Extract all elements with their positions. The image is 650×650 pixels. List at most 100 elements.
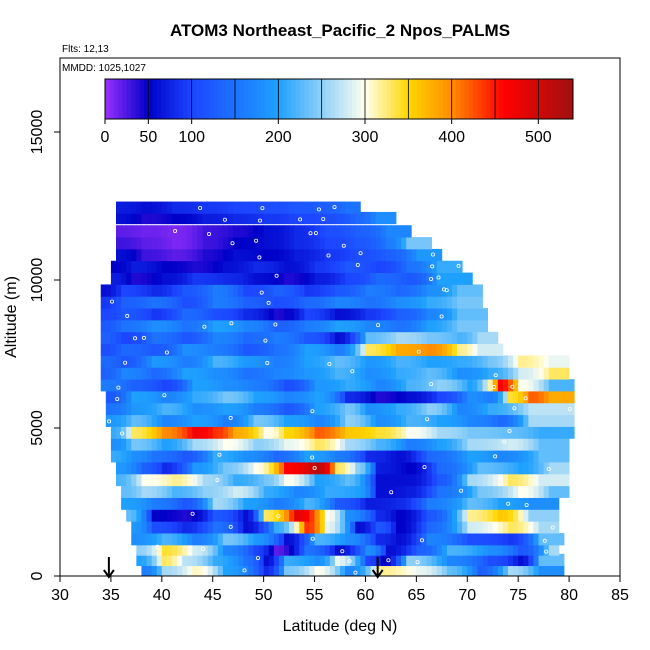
heat-cell — [228, 533, 234, 546]
heat-cell — [558, 438, 565, 451]
heat-cell — [217, 473, 224, 487]
heat-cell — [452, 296, 458, 309]
heat-cell — [334, 450, 341, 463]
heat-cell — [182, 462, 188, 475]
heat-cell — [472, 553, 478, 567]
heat-cell — [502, 426, 509, 439]
heat-cell — [390, 473, 397, 487]
heat-cell — [543, 450, 550, 463]
heat-cell — [299, 211, 305, 225]
heat-cell — [166, 402, 173, 416]
heat-cell — [502, 402, 509, 416]
heat-cell — [187, 521, 193, 534]
heat-cell — [222, 414, 229, 427]
heat-cell — [533, 355, 539, 368]
heat-cell — [472, 367, 478, 380]
heat-cell — [390, 237, 397, 250]
heat-cell — [273, 391, 280, 404]
heat-cell — [238, 225, 244, 238]
heat-cell — [217, 237, 224, 250]
heat-cell — [421, 272, 427, 285]
heat-cell — [238, 391, 244, 404]
heat-cell — [553, 485, 560, 498]
heat-cell — [523, 355, 529, 368]
sample-point — [386, 558, 391, 563]
heat-cell — [472, 402, 478, 416]
sample-point — [327, 361, 332, 366]
heat-cell — [538, 367, 545, 380]
heat-cell — [304, 237, 310, 250]
heat-cell — [278, 543, 285, 556]
heat-cell — [513, 553, 519, 567]
heat-cell — [370, 260, 377, 273]
heat-cell — [436, 296, 443, 309]
heat-cell — [248, 343, 254, 356]
heat-cell — [375, 296, 382, 309]
heat-cell — [441, 296, 448, 309]
heat-cell — [121, 296, 127, 309]
heat-cell — [243, 225, 249, 238]
heat-cell — [340, 308, 346, 321]
heat-cell — [513, 355, 519, 368]
heat-cell — [222, 553, 229, 567]
heat-cell — [146, 509, 153, 522]
heat-cell — [564, 450, 570, 463]
heat-cell — [360, 308, 366, 321]
heat-cell — [258, 521, 265, 534]
heat-cell — [533, 553, 539, 567]
heat-cell — [365, 391, 371, 404]
heat-cell — [472, 533, 478, 546]
heat-cell — [380, 521, 387, 534]
heat-cell — [151, 462, 158, 475]
heat-cell — [116, 450, 122, 463]
heat-cell — [441, 272, 448, 285]
heat-cell — [177, 308, 183, 321]
heat-cell — [477, 379, 483, 392]
heat-cell — [436, 497, 443, 510]
colorbar-cell — [326, 79, 331, 119]
heat-cell — [411, 331, 417, 345]
heat-cell — [187, 462, 193, 475]
heat-cell — [497, 485, 504, 498]
heat-cell — [258, 343, 265, 356]
heat-cell — [243, 237, 249, 250]
colorbar-cell — [386, 79, 392, 119]
heat-cell — [431, 521, 438, 534]
heat-cell — [492, 533, 499, 546]
heat-cell — [319, 248, 326, 262]
heat-cell — [411, 497, 417, 510]
heat-cell — [365, 521, 371, 534]
heat-cell — [345, 553, 351, 567]
heat-cell — [166, 485, 173, 498]
heat-cell — [182, 319, 188, 333]
heat-cell — [161, 308, 168, 321]
heat-cell — [304, 296, 310, 309]
heat-cell — [401, 426, 407, 439]
heat-cell — [187, 414, 193, 427]
heat-cell — [472, 343, 478, 356]
heat-cell — [538, 391, 545, 404]
y-tick-label: 15000 — [29, 110, 46, 155]
heat-cell — [528, 355, 534, 368]
heat-cell — [345, 319, 351, 333]
heat-cell — [452, 564, 458, 576]
heat-cell — [172, 355, 178, 368]
heat-cell — [177, 248, 183, 262]
heat-cell — [360, 485, 366, 498]
heat-cell — [340, 296, 346, 309]
heat-cell — [238, 462, 244, 475]
heat-cell — [436, 355, 443, 368]
heat-cell — [177, 553, 183, 567]
heat-cell — [360, 260, 366, 273]
heat-cell — [370, 543, 377, 556]
heat-cell — [228, 355, 234, 368]
heat-cell — [441, 438, 448, 451]
heat-cell — [426, 248, 433, 262]
heat-cell — [304, 331, 310, 345]
heat-cell — [238, 201, 244, 214]
heat-cell — [273, 367, 280, 380]
heat-cell — [401, 564, 407, 576]
heat-cell — [116, 272, 122, 285]
heat-cell — [182, 521, 188, 534]
heat-cell — [385, 473, 392, 487]
